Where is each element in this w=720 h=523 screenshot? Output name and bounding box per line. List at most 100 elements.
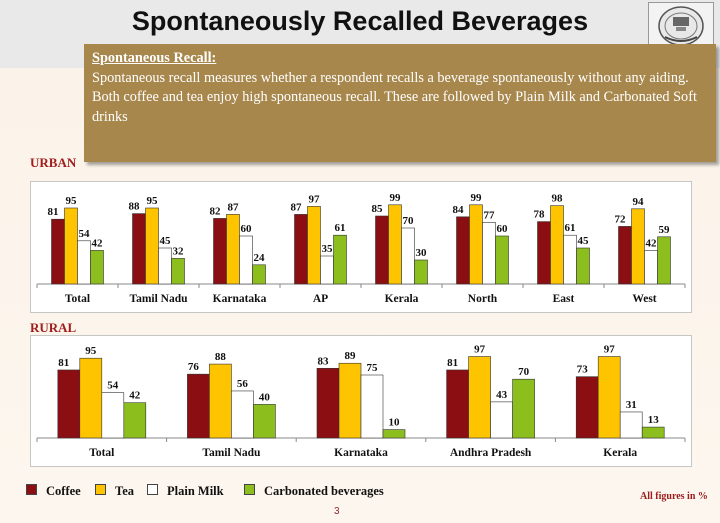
spontaneous-recall-info-box: Spontaneous Recall: Spontaneous recall m… [84, 44, 716, 162]
urban-chart-panel: 81 95 54 42 Total 88 95 45 32 Tamil Nadu 82 87 60 24 K… [30, 181, 692, 313]
data-label-carbonated-beverages-total: 42 [129, 390, 141, 402]
data-label-coffee-karnataka: 82 [210, 205, 222, 217]
bar-coffee-total [57, 369, 81, 439]
bar-tea-kerala [388, 204, 402, 285]
rural-bar-chart: 81 95 54 42 Total 76 88 56 40 Tamil Nadu 83 89 75 10 K… [36, 344, 686, 459]
bar-carbonated-beverages-karnataka [252, 264, 266, 285]
data-label-plain-milk-north: 77 [484, 209, 496, 221]
bar-carbonated-beverages-kerala [641, 426, 665, 439]
data-label-plain-milk-karnataka: 60 [241, 223, 253, 235]
legend-item-tea: Tea [95, 484, 134, 499]
data-label-tea-ap: 97 [309, 193, 321, 205]
data-label-carbonated-beverages-karnataka: 10 [389, 417, 401, 429]
data-label-coffee-ap: 87 [291, 201, 303, 213]
data-label-plain-milk-total: 54 [79, 228, 91, 240]
bar-carbonated-beverages-karnataka [382, 429, 406, 439]
bar-plain-milk-tamil-nadu [158, 247, 172, 285]
data-label-coffee-east: 78 [534, 209, 546, 221]
data-label-plain-milk-kerala: 70 [403, 215, 415, 227]
urban-label: URBAN [30, 155, 77, 170]
data-label-tea-tamil-nadu: 95 [147, 195, 159, 207]
info-heading: Spontaneous Recall: [92, 50, 217, 66]
data-label-coffee-karnataka: 83 [318, 355, 330, 367]
data-label-carbonated-beverages-tamil-nadu: 40 [259, 391, 271, 403]
page-number: 3 [334, 506, 340, 517]
data-label-plain-milk-ap: 35 [322, 243, 334, 255]
bar-tea-tamil-nadu [209, 363, 232, 439]
category-label-karnataka: Karnataka [334, 447, 388, 459]
bar-plain-milk-ap [320, 255, 334, 285]
data-label-coffee-kerala: 85 [372, 203, 384, 215]
logo-emblem-icon [658, 6, 704, 46]
data-label-plain-milk-total: 54 [107, 380, 119, 392]
data-label-tea-east: 98 [552, 193, 564, 205]
data-label-coffee-total: 81 [48, 206, 59, 218]
bar-tea-karnataka [226, 214, 240, 285]
category-label-kerala: Kerala [603, 447, 637, 459]
bar-plain-milk-kerala [619, 411, 643, 439]
legend-swatch-plain-milk [147, 484, 158, 495]
data-label-carbonated-beverages-tamil-nadu: 32 [173, 245, 185, 257]
legend-item-carbonated: Carbonated beverages [244, 484, 384, 499]
category-label-total: Total [65, 293, 90, 305]
bar-tea-tamil-nadu [145, 207, 159, 285]
bar-coffee-total [51, 218, 65, 285]
data-label-plain-milk-tamil-nadu: 56 [237, 378, 249, 390]
data-label-coffee-tamil-nadu: 88 [129, 201, 141, 213]
bar-plain-milk-karnataka [239, 235, 253, 285]
data-label-carbonated-beverages-karnataka: 24 [254, 252, 266, 264]
legend-swatch-tea [95, 484, 106, 495]
bar-coffee-andhra-pradesh [446, 369, 469, 439]
info-line-2: Both coffee and tea enjoy high spontaneo… [92, 89, 697, 125]
data-label-tea-karnataka: 87 [228, 201, 240, 213]
bar-tea-kerala [597, 356, 621, 439]
bar-tea-ap [307, 206, 321, 285]
category-label-north: North [468, 293, 498, 305]
bar-tea-north [469, 204, 483, 285]
legend-item-coffee: Coffee [26, 484, 81, 499]
legend-label-tea: Tea [115, 484, 134, 498]
bar-coffee-north [456, 216, 470, 285]
data-label-tea-west: 94 [633, 196, 645, 208]
rural-label: RURAL [30, 320, 77, 335]
bar-tea-karnataka [338, 362, 362, 439]
category-label-tamil-nadu: Tamil Nadu [129, 293, 188, 305]
bar-plain-milk-tamil-nadu [231, 390, 254, 439]
data-label-coffee-kerala: 73 [577, 364, 589, 376]
data-label-plain-milk-west: 42 [646, 237, 658, 249]
data-label-carbonated-beverages-kerala: 13 [648, 414, 660, 426]
data-label-carbonated-beverages-andhra-pradesh: 70 [518, 366, 530, 378]
data-label-tea-total: 95 [85, 345, 97, 357]
bar-coffee-kerala [575, 376, 599, 439]
page-title: Spontaneously Recalled Beverages [131, 6, 589, 36]
data-label-coffee-total: 81 [58, 357, 69, 369]
data-label-coffee-tamil-nadu: 76 [188, 361, 200, 373]
data-label-carbonated-beverages-ap: 61 [335, 222, 346, 234]
data-label-carbonated-beverages-north: 60 [497, 223, 509, 235]
bar-carbonated-beverages-west [657, 236, 671, 285]
bar-carbonated-beverages-total [123, 402, 147, 439]
bar-plain-milk-west [644, 250, 658, 285]
category-label-karnataka: Karnataka [213, 293, 267, 305]
legend-label-carbonated: Carbonated beverages [264, 484, 384, 498]
bar-plain-milk-kerala [401, 227, 415, 285]
data-label-tea-karnataka: 89 [345, 350, 357, 362]
bar-plain-milk-andhra-pradesh [490, 401, 513, 439]
data-label-tea-kerala: 99 [390, 192, 402, 204]
category-label-tamil-nadu: Tamil Nadu [202, 447, 261, 459]
bar-carbonated-beverages-kerala [414, 259, 428, 285]
bar-tea-west [631, 208, 645, 285]
bar-tea-total [79, 357, 103, 439]
legend-swatch-carbonated [244, 484, 255, 495]
bar-coffee-karnataka [213, 218, 227, 285]
legend-label-plain-milk: Plain Milk [167, 484, 224, 498]
bar-tea-andhra-pradesh [468, 356, 491, 439]
data-label-coffee-north: 84 [453, 204, 465, 216]
bar-coffee-tamil-nadu [132, 213, 146, 285]
data-label-plain-milk-karnataka: 75 [367, 362, 379, 374]
rural-chart-panel: 81 95 54 42 Total 76 88 56 40 Tamil Nadu 83 89 75 10 K… [30, 335, 692, 467]
data-label-tea-andhra-pradesh: 97 [474, 344, 486, 356]
category-label-kerala: Kerala [385, 293, 419, 305]
bar-coffee-kerala [375, 215, 389, 285]
